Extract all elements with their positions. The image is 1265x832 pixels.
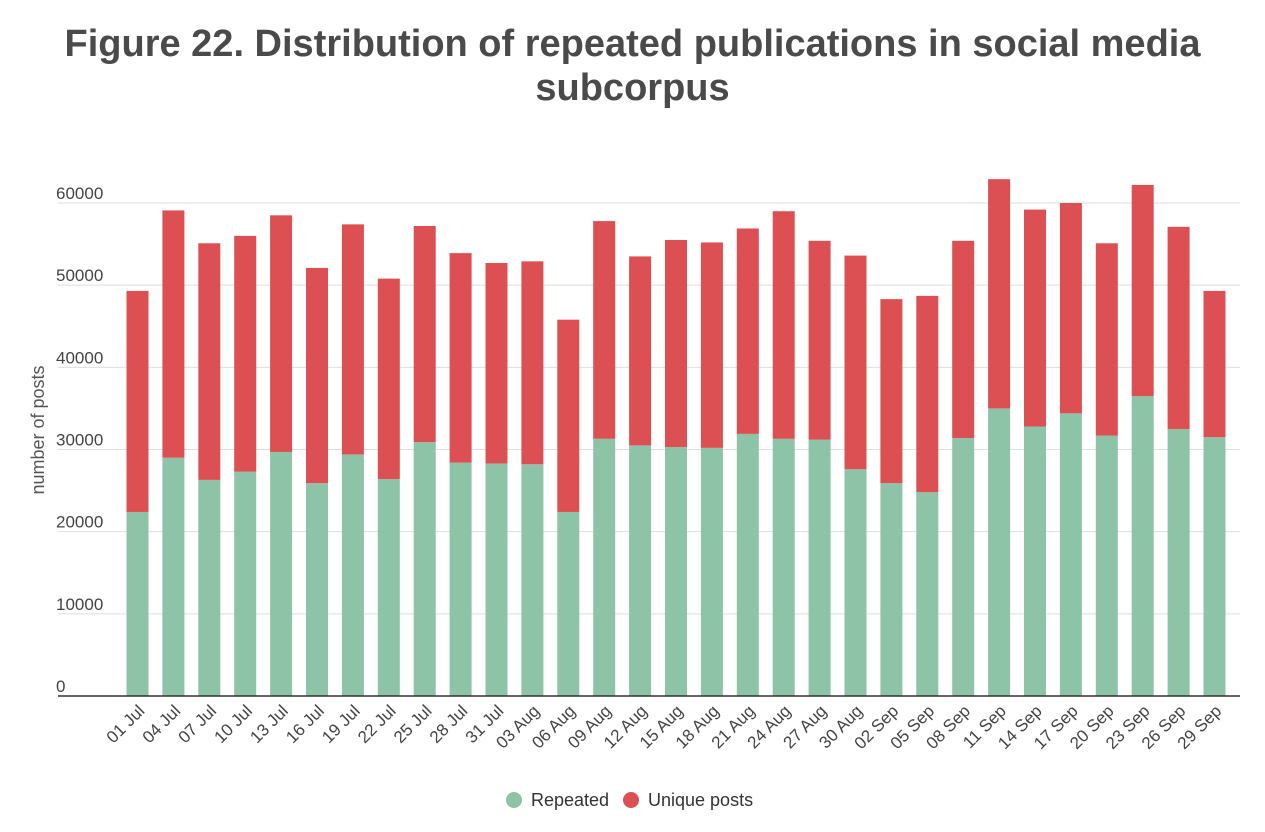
- bar-repeated: [952, 437, 975, 696]
- bar-unique-posts: [485, 262, 508, 464]
- legend-label-repeated: Repeated: [531, 790, 609, 810]
- bar-repeated: [1024, 426, 1046, 696]
- bar-repeated: [234, 471, 257, 696]
- y-axis-label: number of posts: [28, 365, 48, 494]
- bar-unique-posts: [1131, 184, 1154, 397]
- bar-unique-posts: [557, 319, 580, 512]
- bar-unique-posts: [700, 242, 723, 448]
- bar-repeated: [1203, 437, 1226, 696]
- x-tick-label: 16 Jul: [282, 701, 328, 747]
- bar-unique-posts: [1095, 243, 1118, 436]
- chart-title: Figure 22. Distribution of repeated publ…: [0, 22, 1265, 110]
- bar-repeated: [126, 511, 149, 696]
- bar-repeated: [557, 511, 580, 696]
- y-tick-label: 30000: [56, 431, 103, 450]
- bar-unique-posts: [234, 235, 257, 472]
- bar-repeated: [1059, 413, 1082, 696]
- bar-repeated: [162, 457, 185, 696]
- bar-repeated: [306, 483, 328, 696]
- bar-unique-posts: [1167, 226, 1190, 429]
- x-tick-label: 19 Jul: [318, 701, 364, 747]
- bar-repeated: [988, 408, 1011, 696]
- x-tick-label: 07 Jul: [175, 701, 221, 747]
- legend-label-unique-posts: Unique posts: [648, 790, 753, 810]
- y-tick-label: 10000: [56, 595, 103, 614]
- x-tick-label: 10 Jul: [211, 701, 257, 747]
- bar-unique-posts: [198, 243, 221, 480]
- legend-swatch-repeated: [506, 792, 522, 808]
- y-tick-label: 40000: [56, 348, 103, 367]
- bar-repeated: [916, 492, 939, 696]
- bar-unique-posts: [377, 278, 400, 480]
- bar-unique-posts: [593, 221, 616, 439]
- bar-unique-posts: [270, 215, 293, 452]
- bar-unique-posts: [341, 224, 364, 455]
- bar-repeated: [1167, 428, 1190, 696]
- bar-unique-posts: [808, 240, 831, 440]
- bar-unique-posts: [629, 256, 652, 446]
- y-tick-label: 20000: [56, 513, 103, 532]
- bar-unique-posts: [126, 290, 149, 512]
- bar-unique-posts: [844, 255, 867, 470]
- bar-repeated: [1131, 396, 1154, 696]
- bar-repeated: [270, 451, 293, 696]
- bar-repeated: [700, 447, 723, 696]
- bar-unique-posts: [1203, 290, 1226, 438]
- bar-repeated: [844, 469, 867, 696]
- bar-unique-posts: [306, 267, 328, 484]
- chart-title-line-2: subcorpus: [535, 67, 730, 109]
- bar-repeated: [593, 438, 616, 696]
- bar-unique-posts: [665, 239, 687, 448]
- x-tick-label: 22 Jul: [354, 701, 400, 747]
- bar-repeated: [341, 454, 364, 696]
- bar-unique-posts: [413, 226, 436, 443]
- bar-unique-posts: [772, 211, 795, 439]
- x-tick-label: 13 Jul: [246, 701, 292, 747]
- bar-repeated: [485, 463, 508, 696]
- bar-unique-posts: [521, 261, 544, 465]
- bar-repeated: [377, 479, 400, 696]
- bars: [126, 179, 1226, 696]
- bar-repeated: [198, 479, 221, 696]
- legend-swatch-unique-posts: [623, 792, 639, 808]
- legend: Repeated Unique posts: [506, 790, 753, 810]
- y-tick-label: 50000: [56, 266, 103, 285]
- bar-repeated: [665, 447, 687, 696]
- bar-unique-posts: [880, 299, 903, 484]
- bar-unique-posts: [1059, 203, 1082, 414]
- bar-unique-posts: [988, 179, 1011, 409]
- bar-repeated: [629, 445, 652, 696]
- bar-repeated: [772, 438, 795, 696]
- bar-unique-posts: [1024, 209, 1046, 427]
- x-tick-label: 04 Jul: [139, 701, 185, 747]
- y-tick-label: 0: [56, 677, 65, 696]
- bar-repeated: [880, 483, 903, 696]
- x-tick-label: 28 Jul: [426, 701, 472, 747]
- bar-repeated: [1095, 435, 1118, 696]
- bar-repeated: [808, 439, 831, 696]
- bar-repeated: [736, 433, 759, 696]
- y-tick-label: 60000: [56, 184, 103, 203]
- bar-unique-posts: [916, 295, 939, 493]
- bar-repeated: [449, 462, 472, 696]
- bar-unique-posts: [449, 253, 472, 463]
- bar-unique-posts: [736, 228, 759, 434]
- x-tick-label: 01 Jul: [103, 701, 149, 747]
- y-tick-labels: 0 10000 20000 30000 40000 50000 60000: [56, 184, 103, 696]
- bar-repeated: [413, 442, 436, 696]
- x-tick-label: 25 Jul: [390, 701, 436, 747]
- bar-unique-posts: [162, 210, 185, 458]
- bar-repeated: [521, 464, 544, 696]
- chart-title-line-1: Figure 22. Distribution of repeated publ…: [64, 23, 1201, 65]
- bar-unique-posts: [952, 240, 975, 438]
